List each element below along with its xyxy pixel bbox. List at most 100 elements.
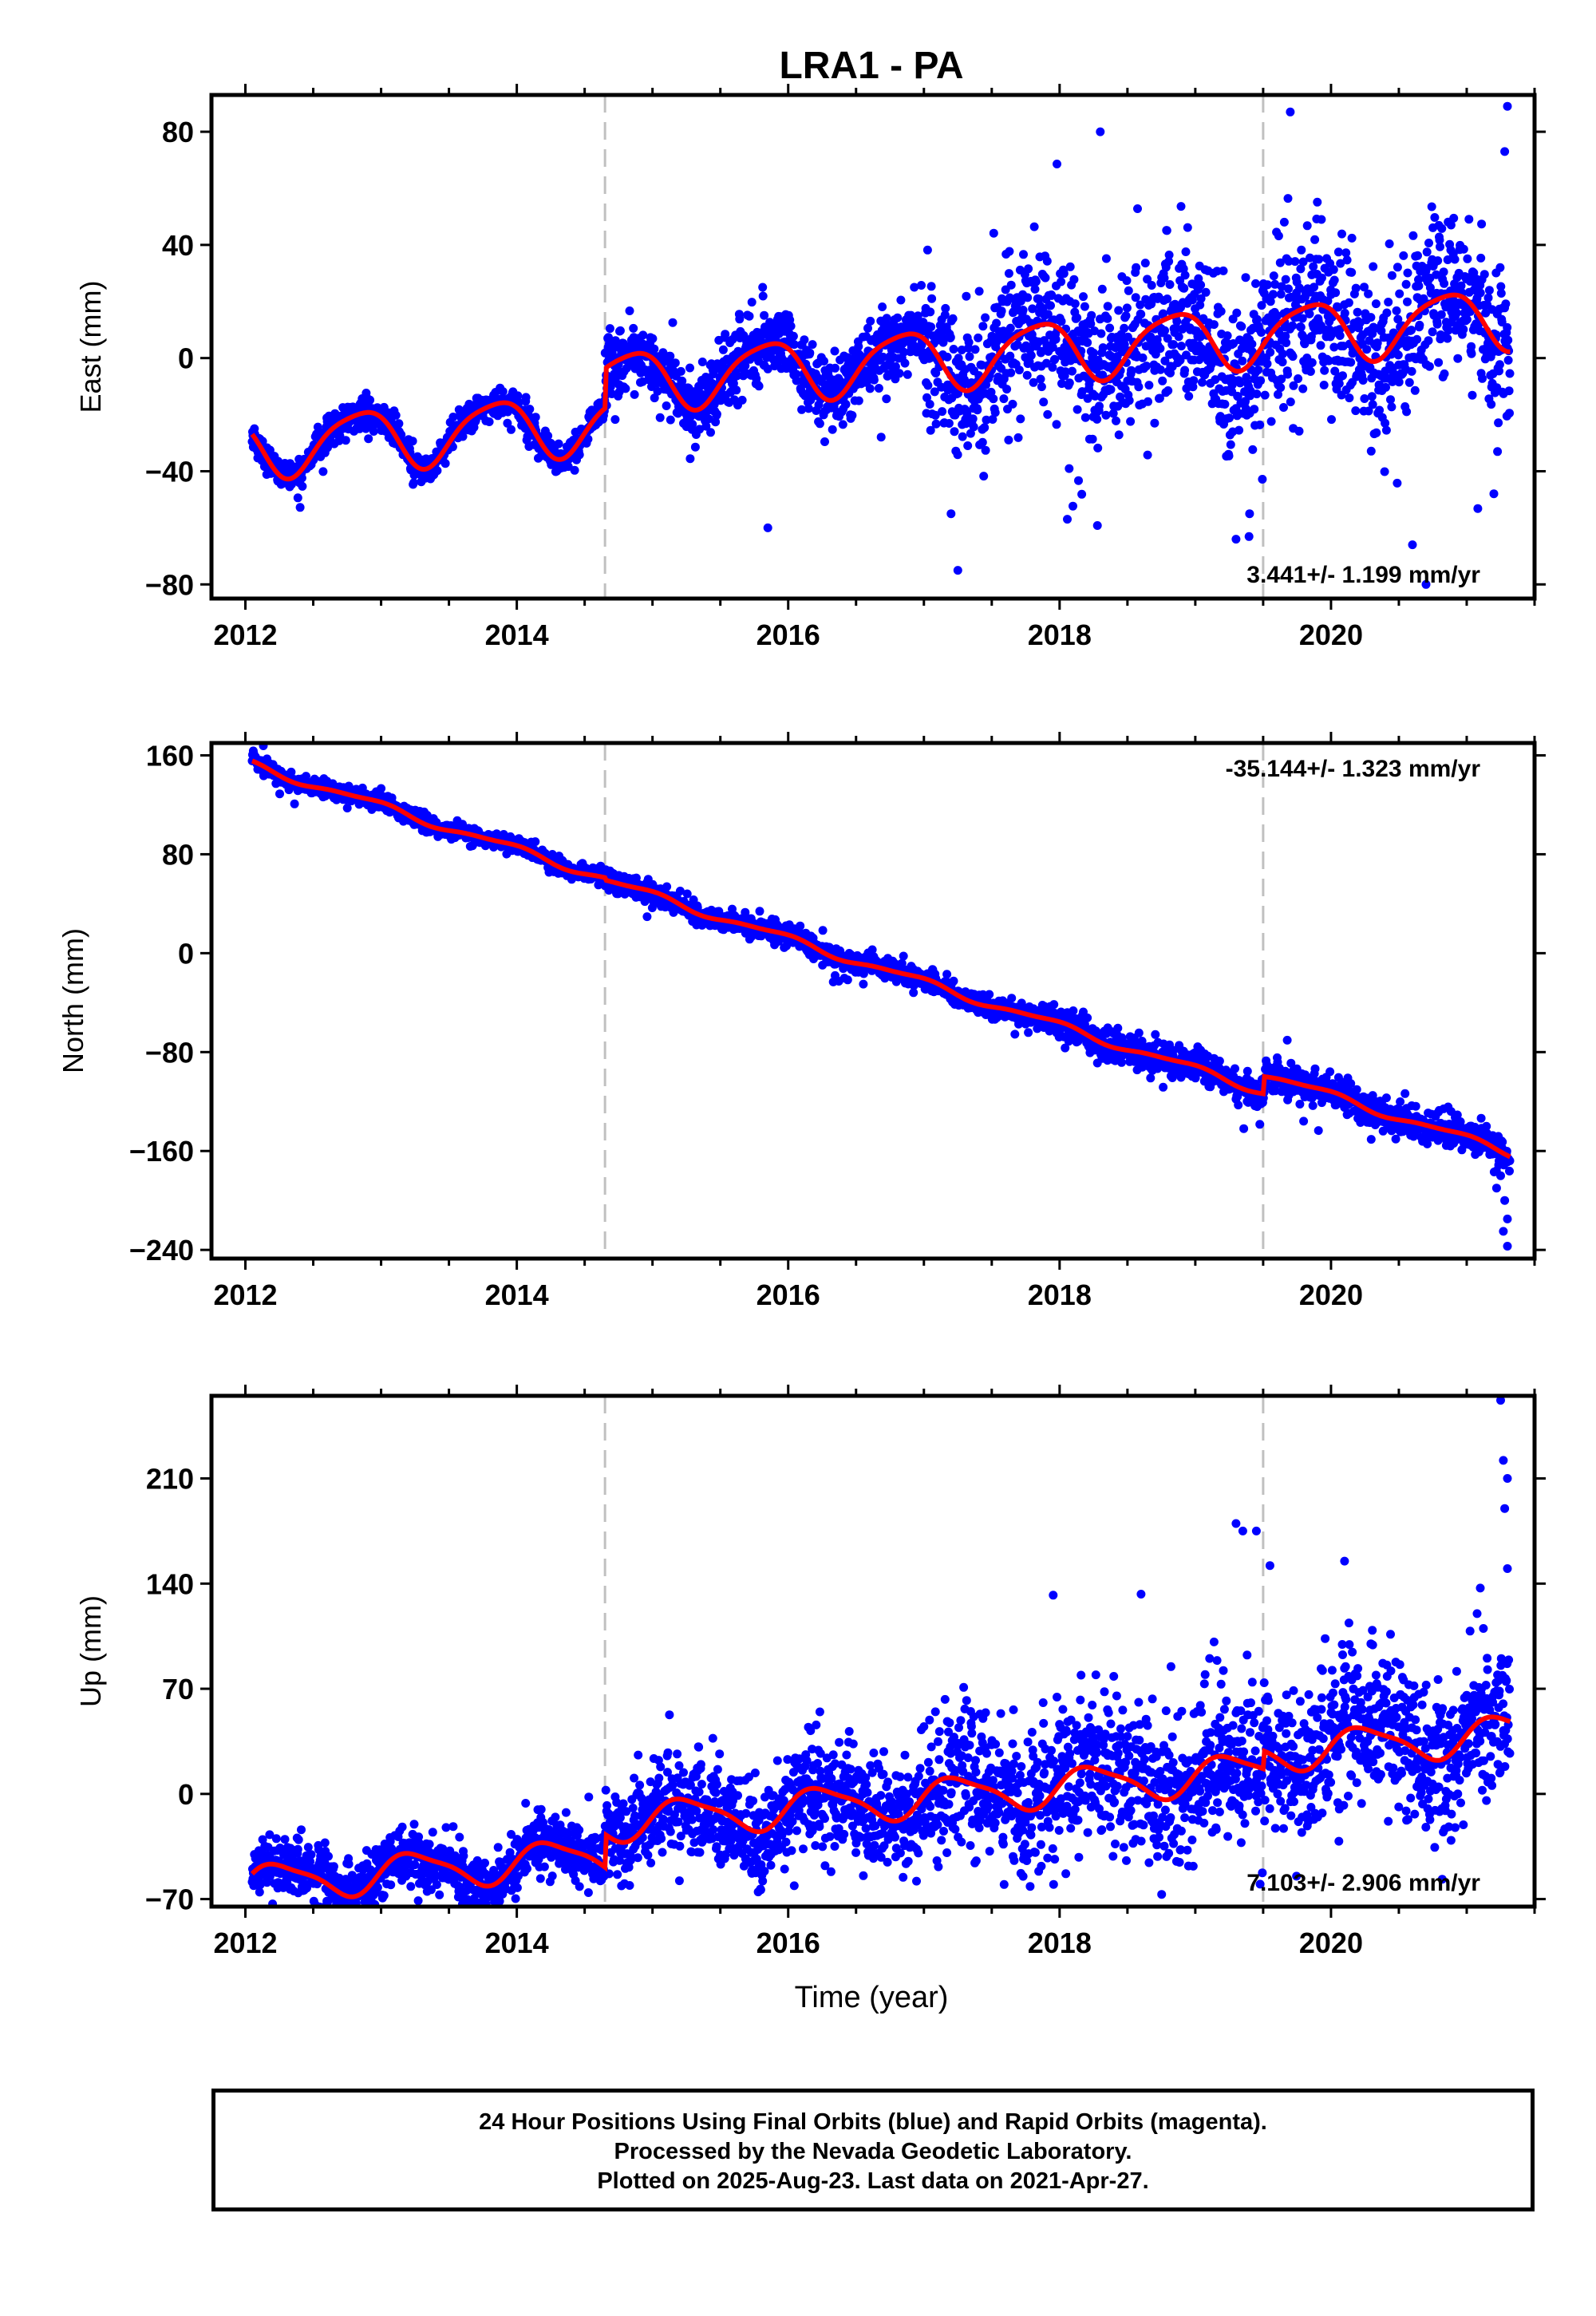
data-point	[1030, 284, 1040, 294]
data-point	[854, 342, 863, 351]
data-point	[1302, 221, 1312, 231]
data-point	[1105, 323, 1115, 333]
data-point	[1162, 226, 1171, 235]
data-point	[1440, 369, 1449, 378]
data-point	[969, 422, 978, 432]
data-point	[1031, 277, 1041, 287]
data-point	[1006, 368, 1016, 377]
chart-title: LRA1 - PA	[779, 45, 963, 87]
data-point	[930, 387, 939, 397]
data-point	[1120, 323, 1129, 333]
data-point	[1047, 290, 1057, 300]
data-point	[882, 314, 891, 323]
data-point	[668, 318, 678, 327]
data-point	[948, 314, 958, 323]
data-point	[1013, 433, 1023, 442]
data-point	[882, 394, 891, 404]
data-point	[1360, 283, 1369, 292]
data-point	[1495, 366, 1503, 376]
data-point	[999, 394, 1009, 404]
data-point	[908, 334, 918, 344]
data-point	[1382, 308, 1392, 318]
data-point	[1114, 430, 1124, 440]
data-point	[1495, 360, 1504, 370]
data-point	[653, 386, 662, 396]
data-point	[1468, 390, 1477, 400]
data-point	[563, 462, 573, 472]
data-point	[1279, 217, 1289, 227]
data-point	[1180, 271, 1190, 280]
data-point	[615, 326, 625, 335]
data-point	[1201, 287, 1211, 297]
data-point	[992, 318, 1001, 328]
y-tick-label: 40	[162, 229, 194, 262]
data-point	[1052, 420, 1061, 429]
data-point	[865, 384, 875, 393]
data-point	[1080, 413, 1090, 422]
data-point	[981, 313, 990, 322]
data-point	[1158, 376, 1167, 385]
data-point	[962, 291, 971, 301]
data-point	[1477, 219, 1487, 229]
data-point	[1298, 314, 1307, 323]
data-point	[1023, 293, 1033, 302]
data-point	[910, 283, 919, 292]
data-point	[1174, 332, 1183, 342]
data-point	[754, 381, 764, 391]
data-point	[1310, 235, 1320, 244]
data-point	[1331, 288, 1341, 298]
data-point	[1256, 376, 1266, 385]
data-point	[1057, 277, 1066, 287]
data-point	[1080, 302, 1089, 311]
data-point	[1342, 255, 1352, 265]
data-point	[1373, 338, 1382, 348]
data-point	[1380, 467, 1389, 476]
data-point	[448, 413, 458, 421]
data-point	[1414, 281, 1424, 290]
data-point	[974, 287, 984, 296]
data-point	[341, 436, 350, 445]
data-point	[1407, 326, 1416, 335]
data-point	[621, 384, 630, 393]
data-point	[298, 481, 307, 491]
data-point	[841, 400, 851, 409]
data-point	[297, 473, 306, 483]
data-point	[891, 362, 900, 371]
data-point	[1002, 385, 1012, 394]
data-point	[655, 413, 665, 422]
data-point	[1029, 377, 1038, 387]
data-point	[1004, 435, 1013, 445]
data-point	[1444, 326, 1453, 335]
data-point	[1479, 270, 1489, 279]
data-point	[931, 419, 941, 429]
data-point	[676, 366, 685, 376]
data-point	[1440, 279, 1449, 288]
data-point	[525, 405, 535, 414]
data-point	[1394, 377, 1404, 387]
data-point	[1258, 475, 1267, 484]
data-point	[1090, 326, 1099, 336]
data-point	[1133, 204, 1142, 213]
data-point	[1496, 282, 1506, 291]
data-point	[896, 295, 906, 305]
x-tick-label: 2012	[213, 619, 277, 651]
data-point	[1106, 385, 1116, 394]
data-point	[1320, 366, 1329, 375]
data-point	[926, 307, 935, 317]
data-point	[701, 421, 711, 431]
data-point	[1324, 356, 1333, 366]
data-point	[982, 415, 991, 425]
data-point	[1132, 263, 1141, 272]
data-point	[365, 395, 375, 405]
y-tick-label: −40	[145, 455, 194, 488]
data-point	[1281, 275, 1290, 284]
data-point	[922, 393, 931, 402]
data-point	[1278, 358, 1287, 367]
data-point	[923, 381, 933, 390]
data-point	[286, 767, 296, 777]
data-point	[1371, 299, 1381, 309]
data-point	[939, 334, 948, 344]
data-point	[830, 346, 839, 356]
data-point	[1399, 251, 1408, 260]
data-point	[922, 245, 932, 255]
